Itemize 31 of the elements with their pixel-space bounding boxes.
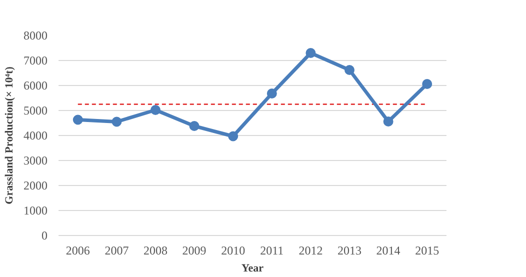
y-tick-label: 2000 bbox=[24, 178, 48, 192]
y-tick-label: 5000 bbox=[24, 104, 48, 118]
point bbox=[150, 105, 160, 115]
x-tick-label: 2012 bbox=[298, 244, 323, 258]
y-tick-label: 3000 bbox=[24, 154, 48, 168]
x-axis-title: Year bbox=[242, 262, 264, 274]
point bbox=[266, 88, 277, 98]
y-tick-label: 1000 bbox=[24, 204, 48, 218]
y-tick-label: 6000 bbox=[24, 78, 48, 92]
point bbox=[422, 79, 432, 89]
point bbox=[189, 121, 200, 131]
x-tick-label: 2015 bbox=[415, 244, 440, 258]
point bbox=[344, 65, 354, 75]
point bbox=[306, 48, 316, 58]
point bbox=[112, 116, 122, 127]
point bbox=[383, 116, 394, 126]
y-tick-label: 4000 bbox=[24, 128, 48, 142]
y-tick-label: 0 bbox=[42, 228, 48, 242]
y-axis-title: Grassland Production(× 10⁴t) bbox=[4, 66, 16, 204]
x-tick-label: 2009 bbox=[182, 244, 206, 258]
x-tick-label: 2013 bbox=[338, 244, 362, 258]
x-tick-label: 2008 bbox=[144, 244, 168, 258]
x-tick-label: 2010 bbox=[221, 244, 246, 258]
y-tick-label: 7000 bbox=[24, 54, 48, 68]
x-tick-label: 2006 bbox=[66, 244, 90, 258]
y-tick-label: 8000 bbox=[24, 28, 48, 42]
x-tick-label: 2011 bbox=[260, 244, 284, 258]
point bbox=[72, 114, 83, 125]
x-tick-label: 2007 bbox=[104, 244, 129, 258]
point bbox=[228, 131, 238, 142]
x-tick-label: 2014 bbox=[376, 244, 400, 258]
